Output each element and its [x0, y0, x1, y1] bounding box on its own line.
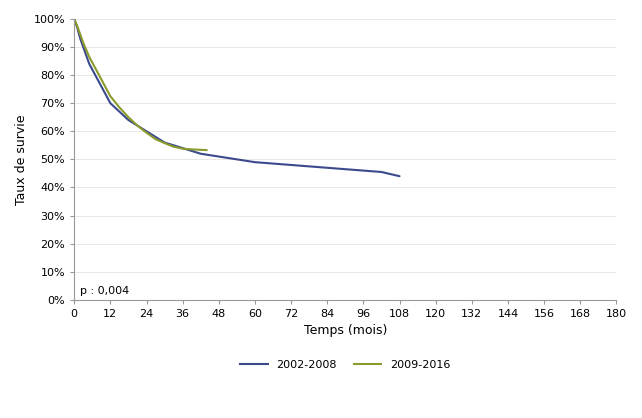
Legend: 2002-2008, 2009-2016: 2002-2008, 2009-2016: [236, 356, 455, 375]
Text: p : 0,004: p : 0,004: [80, 285, 130, 296]
Y-axis label: Taux de survie: Taux de survie: [15, 114, 28, 204]
X-axis label: Temps (mois): Temps (mois): [304, 324, 387, 337]
